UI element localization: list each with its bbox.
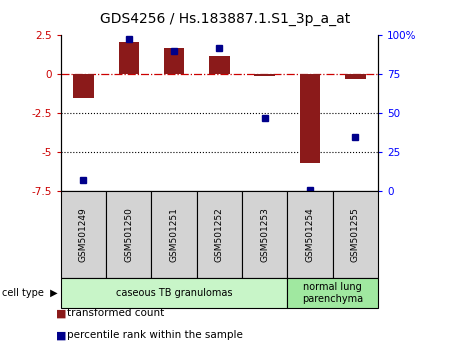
Bar: [345, 74, 365, 79]
Text: caseous TB granulomas: caseous TB granulomas: [116, 288, 232, 298]
Bar: [300, 74, 320, 163]
Text: cell type  ▶: cell type ▶: [2, 288, 58, 298]
Bar: [164, 48, 184, 74]
Text: transformed count: transformed count: [67, 308, 164, 318]
Bar: [118, 42, 139, 74]
Text: GDS4256 / Hs.183887.1.S1_3p_a_at: GDS4256 / Hs.183887.1.S1_3p_a_at: [100, 12, 350, 27]
Text: GSM501251: GSM501251: [170, 207, 179, 262]
Bar: [255, 74, 275, 76]
Text: GSM501254: GSM501254: [306, 207, 315, 262]
Text: percentile rank within the sample: percentile rank within the sample: [67, 330, 243, 340]
Text: GSM501252: GSM501252: [215, 207, 224, 262]
Text: ■: ■: [55, 308, 66, 318]
Text: normal lung
parenchyma: normal lung parenchyma: [302, 282, 363, 304]
Text: GSM501250: GSM501250: [124, 207, 133, 262]
Bar: [209, 56, 230, 74]
Text: GSM501249: GSM501249: [79, 207, 88, 262]
Bar: [73, 74, 94, 98]
Text: GSM501255: GSM501255: [351, 207, 360, 262]
Text: ■: ■: [55, 330, 66, 340]
Text: GSM501253: GSM501253: [260, 207, 269, 262]
